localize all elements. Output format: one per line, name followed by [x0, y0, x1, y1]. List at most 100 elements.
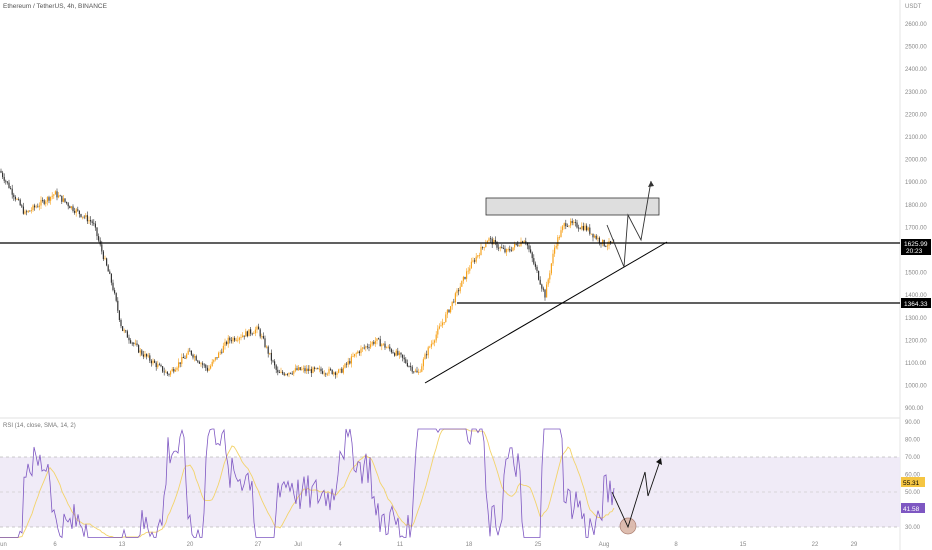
candle-body [0, 170, 2, 173]
candle-body [418, 371, 420, 373]
rsi-value-tag: 55.31 [901, 477, 925, 487]
candle-body [86, 215, 88, 222]
candle-body [88, 220, 90, 222]
candle-body [304, 368, 306, 372]
candle-body [242, 335, 244, 338]
candle-body [421, 366, 423, 372]
candle-body [275, 365, 277, 370]
candle-body [261, 336, 263, 337]
candle-body [610, 241, 612, 243]
candle-body [285, 374, 287, 376]
candle-body [462, 276, 464, 281]
candle-body [322, 371, 324, 374]
candle-body [142, 354, 144, 357]
candle-body [318, 368, 320, 370]
candle-body [360, 348, 362, 354]
candle-body [197, 360, 199, 362]
candle-body [490, 238, 492, 240]
candle-body [408, 366, 410, 367]
candle-body [334, 372, 336, 375]
candle-body [584, 225, 586, 231]
candle-body [474, 260, 476, 262]
candle-body [147, 355, 149, 357]
candle-body [518, 245, 520, 247]
price-axis-label: 2100.00 [905, 135, 927, 141]
candle-body [136, 343, 138, 346]
rsi-axis-label: 60.00 [905, 473, 921, 479]
candle-body [75, 209, 77, 213]
rsi-projection-path[interactable] [611, 460, 661, 529]
candle-body [24, 211, 26, 214]
candle-body [363, 347, 365, 349]
candle-body [168, 374, 170, 375]
candle-body [62, 198, 64, 202]
candle-body [459, 286, 461, 292]
price-axis-label: 2000.00 [905, 158, 927, 164]
candle-body [240, 337, 242, 338]
candle-body [144, 353, 146, 357]
candle-body [486, 240, 488, 244]
candle-body [341, 368, 343, 373]
time-axis-label: 8 [674, 542, 678, 548]
price-axis-label: 1300.00 [905, 316, 927, 322]
candle-body [227, 337, 229, 345]
candle-body [222, 345, 224, 353]
candle-body [16, 199, 18, 200]
candle-body [394, 353, 396, 356]
candle-body [445, 314, 447, 322]
candle-body [149, 355, 151, 361]
candle-body [454, 293, 456, 303]
candle-body [395, 350, 397, 356]
candle-body [411, 366, 413, 372]
candle-body [53, 194, 55, 196]
candle-body [374, 340, 376, 344]
candle-body [29, 210, 31, 212]
candle-body [194, 356, 196, 358]
price-axis-label: 2400.00 [905, 67, 927, 73]
candle-body [115, 293, 117, 301]
candle-body [358, 351, 360, 354]
candle-body [317, 368, 319, 369]
candle-body [339, 368, 341, 370]
candle-body [390, 349, 392, 353]
candle-body [587, 227, 589, 231]
candle-body [118, 310, 120, 320]
candle-body [139, 350, 141, 353]
candle-body [234, 337, 236, 341]
candle-body [483, 247, 485, 248]
candle-body [597, 237, 599, 239]
candle-body [554, 247, 556, 254]
candle-body [522, 241, 524, 243]
resistance-zone[interactable] [485, 197, 660, 216]
candle-body [11, 188, 13, 195]
candle-body [336, 372, 338, 375]
candle-body [581, 225, 583, 229]
ascending-trendline[interactable] [424, 241, 668, 384]
candle-body [472, 260, 474, 262]
candle-body [328, 368, 330, 374]
time-axis[interactable]: Jun 6 13 20 27 Jul 4 11 18 25 Aug 8 15 22 29 [0, 542, 858, 548]
price-projection-path[interactable] [606, 180, 652, 268]
candle-body [226, 341, 228, 345]
candle-body [382, 343, 384, 345]
candle-body [450, 306, 452, 313]
candle-body [299, 367, 301, 371]
candle-body [152, 360, 154, 364]
candle-body [243, 335, 245, 337]
price-axis[interactable]: 2600.00 2500.00 2400.00 2300.00 2200.00 2100.… [905, 22, 927, 412]
candle-body [515, 244, 517, 245]
candle-body [267, 346, 269, 354]
candle-body [387, 346, 389, 348]
time-axis-label: 13 [119, 542, 126, 548]
candle-body [270, 352, 272, 361]
candle-body [141, 350, 143, 355]
candle-body [488, 238, 490, 241]
candle-body [451, 301, 453, 307]
candle-body [206, 367, 208, 371]
candle-body [315, 368, 317, 369]
candle-body [378, 338, 380, 340]
candle-body [80, 214, 82, 217]
candle-body [430, 343, 432, 347]
time-axis-label: 6 [53, 542, 57, 548]
